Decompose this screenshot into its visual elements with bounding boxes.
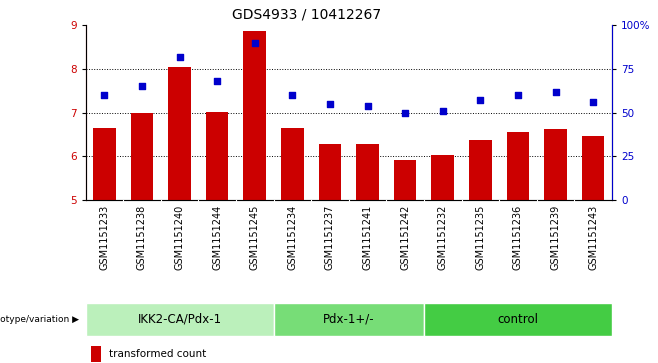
Bar bbox=[91, 346, 101, 362]
Text: GSM1151242: GSM1151242 bbox=[400, 205, 410, 270]
Text: Pdx-1+/-: Pdx-1+/- bbox=[323, 313, 374, 326]
Point bbox=[550, 89, 561, 94]
Point bbox=[513, 92, 523, 98]
Bar bbox=[131, 113, 153, 200]
Point bbox=[137, 83, 147, 89]
Point bbox=[287, 92, 297, 98]
Text: GSM1151244: GSM1151244 bbox=[212, 205, 222, 270]
Bar bbox=[243, 30, 266, 200]
Point bbox=[438, 108, 448, 114]
Text: genotype/variation ▶: genotype/variation ▶ bbox=[0, 315, 79, 324]
Point bbox=[400, 110, 411, 115]
Text: GSM1151241: GSM1151241 bbox=[363, 205, 372, 270]
Point bbox=[324, 101, 335, 107]
Text: GSM1151240: GSM1151240 bbox=[174, 205, 184, 270]
Text: GSM1151234: GSM1151234 bbox=[288, 205, 297, 270]
Point bbox=[212, 78, 222, 84]
Text: control: control bbox=[497, 313, 538, 326]
Bar bbox=[168, 67, 191, 200]
Text: GSM1151235: GSM1151235 bbox=[475, 205, 486, 270]
Text: transformed count: transformed count bbox=[109, 349, 207, 359]
Bar bbox=[318, 144, 342, 200]
Bar bbox=[281, 128, 303, 200]
Point bbox=[174, 54, 185, 60]
Text: GSM1151237: GSM1151237 bbox=[325, 205, 335, 270]
Bar bbox=[93, 128, 116, 200]
Text: GSM1151232: GSM1151232 bbox=[438, 205, 447, 270]
Bar bbox=[582, 136, 605, 200]
Point bbox=[363, 103, 373, 109]
Bar bbox=[394, 160, 417, 200]
Bar bbox=[469, 139, 492, 200]
Text: IKK2-CA/Pdx-1: IKK2-CA/Pdx-1 bbox=[138, 313, 222, 326]
Bar bbox=[206, 112, 228, 200]
Title: GDS4933 / 10412267: GDS4933 / 10412267 bbox=[232, 8, 381, 21]
Bar bbox=[544, 129, 567, 200]
Bar bbox=[432, 155, 454, 200]
Bar bbox=[507, 132, 529, 200]
Point bbox=[475, 97, 486, 103]
Point bbox=[249, 40, 260, 46]
Text: GSM1151233: GSM1151233 bbox=[99, 205, 109, 270]
FancyBboxPatch shape bbox=[86, 303, 274, 336]
Text: GSM1151239: GSM1151239 bbox=[551, 205, 561, 270]
Text: GSM1151243: GSM1151243 bbox=[588, 205, 598, 270]
Point bbox=[588, 99, 598, 105]
Text: GSM1151236: GSM1151236 bbox=[513, 205, 523, 270]
FancyBboxPatch shape bbox=[274, 303, 424, 336]
Text: GSM1151245: GSM1151245 bbox=[250, 205, 260, 270]
Bar bbox=[356, 144, 379, 200]
Point bbox=[99, 92, 110, 98]
FancyBboxPatch shape bbox=[424, 303, 612, 336]
Text: GSM1151238: GSM1151238 bbox=[137, 205, 147, 270]
